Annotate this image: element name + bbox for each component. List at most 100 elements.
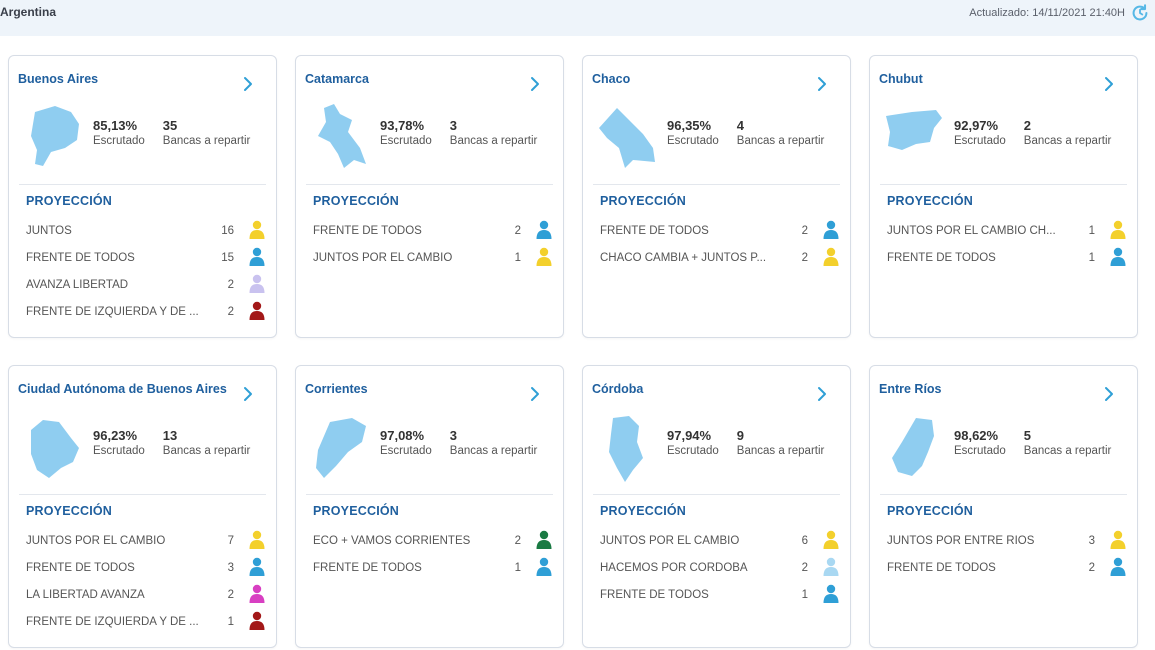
party-name: CHACO CAMBIA + JUNTOS P...	[600, 251, 767, 264]
party-list: JUNTOS POR EL CAMBIO 6 HACEMOS POR CÓRDOBA…	[600, 527, 842, 608]
party-name: JUNTOS POR ENTRE RÍOS	[887, 534, 1035, 547]
refresh-icon[interactable]	[1129, 2, 1151, 24]
person-icon	[1110, 247, 1126, 266]
province-map-icon	[31, 420, 79, 478]
escrutado-label: Escrutado	[93, 135, 145, 147]
bancas-label: Bancas a repartir	[1023, 135, 1112, 147]
escrutado-value: 85,13%	[93, 118, 138, 133]
party-row: HACEMOS POR CÓRDOBA 2	[600, 554, 842, 581]
party-name: ECO + VAMOS CORRIENTES	[313, 534, 471, 547]
province-name[interactable]: Ciudad Autónoma de Buenos Aires	[18, 382, 227, 396]
country-title: Argentina	[0, 5, 57, 19]
party-seats: 2	[514, 534, 521, 547]
province-card-3[interactable]: Chaco 96,35% Escrutado 4 Bancas a repart…	[582, 55, 851, 338]
party-list: FRENTE DE TODOS 2 JUNTOS POR EL CAMBIO 1	[313, 217, 555, 271]
province-name[interactable]: Catamarca	[305, 72, 369, 86]
party-seats: 1	[1088, 224, 1095, 237]
province-card-2[interactable]: Catamarca 93,78% Escrutado 3 Bancas a re…	[295, 55, 564, 338]
party-row: LA LIBERTAD AVANZA 2	[26, 581, 268, 608]
party-name: FRENTE DE TODOS	[313, 224, 422, 237]
province-card-6[interactable]: Corrientes 97,08% Escrutado 3 Bancas a r…	[295, 365, 564, 648]
person-icon	[249, 611, 265, 630]
chevron-right-icon[interactable]	[1103, 76, 1115, 92]
escrutado-stat: 97,08% Escrutado	[380, 428, 432, 457]
party-row: CHACO CAMBIA + JUNTOS P... 2	[600, 244, 842, 271]
province-map-icon	[316, 418, 366, 478]
bancas-stat: 9 Bancas a repartir	[737, 428, 825, 457]
party-row: ECO + VAMOS CORRIENTES 2	[313, 527, 555, 554]
province-name[interactable]: Córdoba	[592, 382, 644, 396]
updated-timestamp: Actualizado: 14/11/2021 21:40H	[969, 7, 1125, 19]
party-name: AVANZA LIBERTAD	[26, 278, 129, 291]
escrutado-stat: 85,13% Escrutado	[93, 118, 145, 147]
divider	[880, 494, 1127, 495]
proyeccion-heading: PROYECCIÓN	[887, 504, 974, 518]
escrutado-value: 96,35%	[667, 118, 712, 133]
divider	[593, 494, 840, 495]
province-card-1[interactable]: Buenos Aires 85,13% Escrutado 35 Bancas …	[8, 55, 277, 338]
party-name: LA LIBERTAD AVANZA	[26, 588, 145, 601]
party-seats: 7	[227, 534, 234, 547]
party-name: FRENTE DE TODOS	[26, 561, 135, 574]
province-name[interactable]: Chaco	[592, 72, 631, 86]
province-card-5[interactable]: Ciudad Autónoma de Buenos Aires 96,23% E…	[8, 365, 277, 648]
province-name[interactable]: Buenos Aires	[18, 72, 99, 86]
chevron-right-icon[interactable]	[816, 76, 828, 92]
person-icon	[249, 530, 265, 549]
party-row: JUNTOS POR EL CAMBIO 6	[600, 527, 842, 554]
stats: 98,62% Escrutado 5 Bancas a repartir	[954, 428, 1111, 457]
escrutado-value: 93,78%	[380, 118, 425, 133]
province-card-7[interactable]: Córdoba 97,94% Escrutado 9 Bancas a repa…	[582, 365, 851, 648]
party-row: FRENTE DE TODOS 2	[313, 217, 555, 244]
person-icon	[249, 557, 265, 576]
province-map-icon	[599, 108, 655, 168]
party-seats: 2	[801, 224, 808, 237]
province-name[interactable]: Corrientes	[305, 382, 368, 396]
province-map-icon	[31, 106, 79, 166]
chevron-right-icon[interactable]	[1103, 386, 1115, 402]
escrutado-value: 96,23%	[93, 428, 138, 443]
party-seats: 2	[227, 305, 234, 318]
party-name: JUNTOS	[26, 224, 72, 237]
escrutado-stat: 98,62% Escrutado	[954, 428, 1006, 457]
chevron-right-icon[interactable]	[816, 386, 828, 402]
divider	[306, 184, 553, 185]
bancas-value: 35	[162, 118, 178, 133]
province-name[interactable]: Entre Ríos	[879, 382, 942, 396]
party-seats: 2	[227, 278, 234, 291]
chevron-right-icon[interactable]	[529, 386, 541, 402]
party-name: FRENTE DE TODOS	[313, 561, 422, 574]
chevron-right-icon[interactable]	[529, 76, 541, 92]
bancas-value: 9	[736, 428, 745, 443]
province-map-icon	[318, 104, 366, 168]
party-list: JUNTOS 16 FRENTE DE TODOS 15 AVANZA LIBERTAD…	[26, 217, 268, 325]
escrutado-value: 92,97%	[954, 118, 999, 133]
province-name[interactable]: Chubut	[879, 72, 923, 86]
chevron-right-icon[interactable]	[242, 386, 254, 402]
divider	[19, 494, 266, 495]
province-card-4[interactable]: Chubut 92,97% Escrutado 2 Bancas a repar…	[869, 55, 1138, 338]
party-list: JUNTOS POR EL CAMBIO CH... 1 FRENTE DE TOD…	[887, 217, 1129, 271]
province-card-8[interactable]: Entre Ríos 98,62% Escrutado 5 Bancas a r…	[869, 365, 1138, 648]
party-seats: 1	[1088, 251, 1095, 264]
party-name: JUNTOS POR EL CAMBIO CH...	[887, 224, 1056, 237]
stats: 85,13% Escrutado 35 Bancas a repartir	[93, 118, 250, 147]
party-name: FRENTE DE TODOS	[26, 251, 135, 264]
bancas-stat: 13 Bancas a repartir	[163, 428, 251, 457]
province-grid: Buenos Aires 85,13% Escrutado 35 Bancas …	[8, 55, 1138, 648]
party-seats: 1	[801, 588, 808, 601]
person-icon	[823, 247, 839, 266]
stats: 93,78% Escrutado 3 Bancas a repartir	[380, 118, 537, 147]
party-seats: 2	[801, 251, 808, 264]
chevron-right-icon[interactable]	[242, 76, 254, 92]
bancas-label: Bancas a repartir	[736, 135, 825, 147]
bancas-value: 2	[1023, 118, 1032, 133]
person-icon	[823, 220, 839, 239]
stats: 97,08% Escrutado 3 Bancas a repartir	[380, 428, 537, 457]
bancas-label: Bancas a repartir	[162, 135, 251, 147]
party-row: FRENTE DE TODOS 1	[313, 554, 555, 581]
person-icon	[249, 301, 265, 320]
bancas-stat: 3 Bancas a repartir	[450, 118, 538, 147]
party-row: FRENTE DE TODOS 3	[26, 554, 268, 581]
escrutado-stat: 97,94% Escrutado	[667, 428, 719, 457]
